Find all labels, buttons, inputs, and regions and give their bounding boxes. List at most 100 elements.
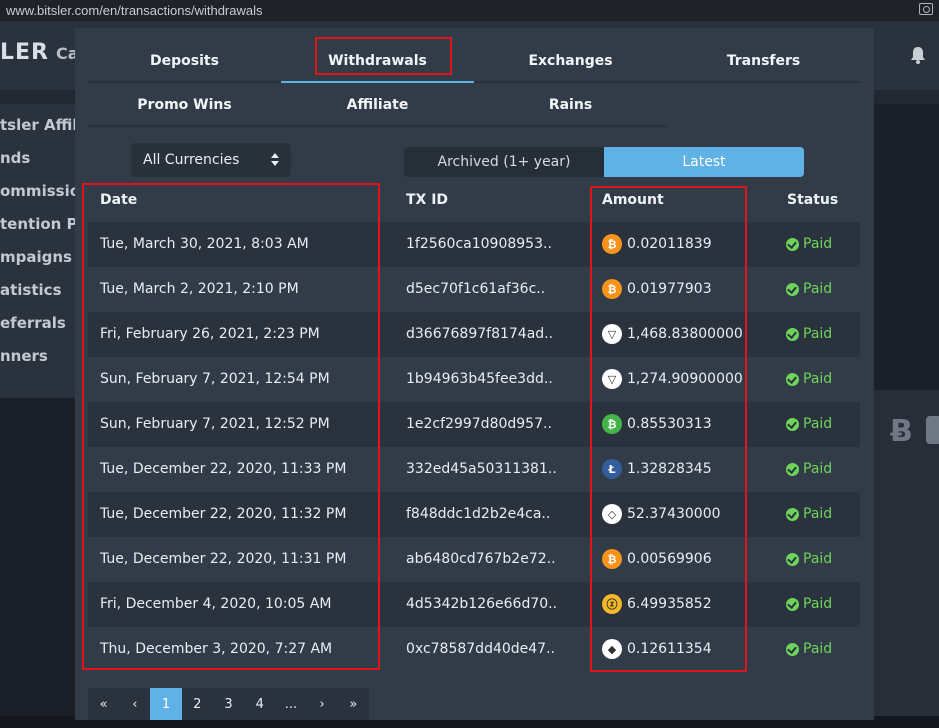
site-sidebar: tsler Affili nds ommission tention P mpa… <box>0 104 91 398</box>
cell-txid[interactable]: 4d5342b126e66d70.. <box>406 596 558 612</box>
cell-status: Paid <box>803 506 833 522</box>
btc-icon: ₿ <box>602 234 622 254</box>
table-row[interactable]: Tue, March 30, 2021, 8:03 AM 1f2560ca1090… <box>88 222 860 267</box>
coin-partial-icon <box>926 416 939 444</box>
cell-date: Sun, February 7, 2021, 12:54 PM <box>100 371 330 387</box>
pagination-item[interactable]: › <box>319 696 325 712</box>
cell-txid[interactable]: d36676897f8174ad.. <box>406 326 554 342</box>
cell-status: Paid <box>803 596 833 612</box>
tab-affiliate[interactable]: Affiliate <box>346 97 409 113</box>
url-text[interactable]: www.bitsler.com/en/transactions/withdraw… <box>6 3 263 18</box>
cell-txid[interactable]: 332ed45a50311381.. <box>406 461 557 477</box>
table-row[interactable]: Tue, December 22, 2020, 11:31 PM ab6480cd… <box>88 537 860 582</box>
table-row[interactable]: Tue, March 2, 2021, 2:10 PM d5ec70f1c61af… <box>88 267 860 312</box>
transactions-table-body: Tue, March 30, 2021, 8:03 AM 1f2560ca1090… <box>88 222 860 672</box>
bell-icon[interactable] <box>909 46 927 64</box>
sidebar-item[interactable]: atistics <box>0 281 62 299</box>
check-circle-icon <box>786 328 799 341</box>
sidebar-item[interactable]: tsler Affili <box>0 116 83 134</box>
tab-promo-wins[interactable]: Promo Wins <box>137 97 232 113</box>
cell-date: Tue, March 2, 2021, 2:10 PM <box>100 281 299 297</box>
site-header-tab: Ca <box>56 44 79 63</box>
column-header-status[interactable]: Status <box>787 192 839 208</box>
check-circle-icon <box>786 598 799 611</box>
pagination-item[interactable]: 2 <box>193 696 202 712</box>
cell-amount: 52.37430000 <box>627 506 721 522</box>
table-row[interactable]: Tue, December 22, 2020, 11:33 PM 332ed45a… <box>88 447 860 492</box>
table-row[interactable]: Sun, February 7, 2021, 12:52 PM 1e2cf2997… <box>88 402 860 447</box>
table-row[interactable]: Sun, February 7, 2021, 12:54 PM 1b94963b4… <box>88 357 860 402</box>
table-row[interactable]: Fri, December 4, 2020, 10:05 AM 4d5342b12… <box>88 582 860 627</box>
cell-amount: 0.01977903 <box>627 281 712 297</box>
transaction-type-tabs: Deposits Withdrawals Exchanges Transfers <box>88 28 860 83</box>
cell-txid[interactable]: 1b94963b45fee3dd.. <box>406 371 553 387</box>
table-row[interactable]: Fri, February 26, 2021, 2:23 PM d36676897… <box>88 312 860 357</box>
cell-txid[interactable]: d5ec70f1c61af36c.. <box>406 281 546 297</box>
eos-icon: ◇ <box>602 504 622 524</box>
archived-toggle-button[interactable]: Archived (1+ year) <box>404 147 604 177</box>
sidebar-item[interactable]: nds <box>0 149 31 167</box>
sidebar-item[interactable]: eferrals <box>0 314 66 332</box>
check-circle-icon <box>786 373 799 386</box>
cell-amount: 1,468.83800000 <box>627 326 743 342</box>
cell-txid[interactable]: 1f2560ca10908953.. <box>406 236 552 252</box>
cell-date: Thu, December 3, 2020, 7:27 AM <box>100 641 333 657</box>
cell-status: Paid <box>803 281 833 297</box>
cell-txid[interactable]: f848ddc1d2b2e4ca.. <box>406 506 551 522</box>
eth-icon: ◆ <box>602 639 622 659</box>
sidebar-item[interactable]: mpaigns <box>0 248 72 266</box>
cell-txid[interactable]: 1e2cf2997d80d957.. <box>406 416 552 432</box>
cell-txid[interactable]: 0xc78587dd40de47.. <box>406 641 555 657</box>
table-row[interactable]: Thu, December 3, 2020, 7:27 AM 0xc78587dd… <box>88 627 860 672</box>
tab-deposits[interactable]: Deposits <box>150 52 219 69</box>
tab-rains[interactable]: Rains <box>548 97 593 113</box>
ltc-icon: Ł <box>602 459 622 479</box>
cell-status: Paid <box>803 641 833 657</box>
cell-amount: 0.85530313 <box>627 416 712 432</box>
tab-exchanges[interactable]: Exchanges <box>528 52 613 69</box>
tab-withdrawals[interactable]: Withdrawals <box>281 28 474 83</box>
pagination-item[interactable]: 1 <box>150 688 182 720</box>
column-header-amount[interactable]: Amount <box>602 192 664 208</box>
transaction-type-tabs-secondary: Promo Wins Affiliate Rains <box>88 83 667 127</box>
table-header: Date TX ID Amount Status <box>88 185 860 221</box>
pagination-item[interactable]: ... <box>284 696 298 712</box>
cell-status: Paid <box>803 236 833 252</box>
cell-amount: 0.02011839 <box>627 236 712 252</box>
sidebar-item[interactable]: ommission <box>0 182 91 200</box>
cell-txid[interactable]: ab6480cd767b2e72.. <box>406 551 556 567</box>
pagination-item[interactable]: » <box>349 696 358 712</box>
table-row[interactable]: Tue, December 22, 2020, 11:32 PM f848ddc1… <box>88 492 860 537</box>
sidebar-item[interactable]: tention P <box>0 215 78 233</box>
cell-date: Fri, December 4, 2020, 10:05 AM <box>100 596 332 612</box>
currency-select-value: All Currencies <box>143 152 240 168</box>
cell-status: Paid <box>803 326 833 342</box>
pagination-item[interactable]: ‹ <box>132 696 138 712</box>
cell-amount: 0.12611354 <box>627 641 712 657</box>
browser-url-bar[interactable]: www.bitsler.com/en/transactions/withdraw… <box>0 0 939 22</box>
bitcoin-icon: Ƀ <box>890 414 913 449</box>
cell-date: Tue, December 22, 2020, 11:31 PM <box>100 551 347 567</box>
cell-status: Paid <box>803 371 833 387</box>
cell-amount: 0.00569906 <box>627 551 712 567</box>
latest-toggle-button[interactable]: Latest <box>604 147 804 177</box>
trx-icon: ▽ <box>602 369 622 389</box>
transactions-modal: Deposits Withdrawals Exchanges Transfers… <box>75 28 874 720</box>
pagination: « ‹ 1 2 3 4... › » <box>88 688 369 720</box>
cell-status: Paid <box>803 551 833 567</box>
pagination-item[interactable]: 4 <box>255 696 264 712</box>
currency-select[interactable]: All Currencies <box>131 143 291 177</box>
cell-date: Tue, March 30, 2021, 8:03 AM <box>100 236 309 252</box>
bch-icon: ₿ <box>602 414 622 434</box>
sidebar-item[interactable]: nners <box>0 347 48 365</box>
column-header-date[interactable]: Date <box>100 192 138 208</box>
tab-transfers[interactable]: Transfers <box>726 52 801 69</box>
cell-date: Sun, February 7, 2021, 12:52 PM <box>100 416 330 432</box>
pagination-item[interactable]: « <box>99 696 108 712</box>
column-header-txid[interactable]: TX ID <box>406 192 449 208</box>
screenshot-icon[interactable] <box>919 3 933 15</box>
btc-icon: ₿ <box>602 549 622 569</box>
site-logo: LER <box>0 40 49 65</box>
select-caret-icon <box>271 153 279 167</box>
pagination-item[interactable]: 3 <box>224 696 233 712</box>
